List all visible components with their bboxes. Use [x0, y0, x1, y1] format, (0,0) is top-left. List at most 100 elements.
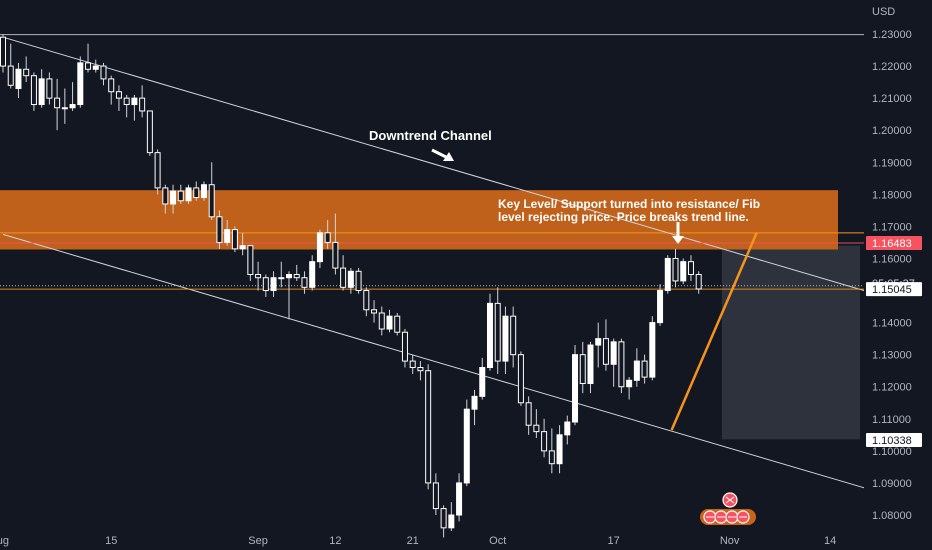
candle[interactable] [185, 184, 192, 204]
price-axis[interactable]: USD 1.08000 1.09000 1.10000 1.11000 1.12000 1… [864, 0, 932, 550]
candle[interactable] [146, 110, 153, 156]
candle[interactable] [479, 357, 486, 400]
candle[interactable] [30, 72, 37, 111]
candle[interactable] [239, 232, 246, 256]
candle[interactable] [69, 82, 76, 111]
candle[interactable] [486, 293, 493, 371]
candle[interactable] [216, 210, 223, 249]
candle[interactable] [139, 85, 146, 118]
candle[interactable] [262, 274, 269, 297]
candle[interactable] [556, 425, 563, 474]
candle[interactable] [247, 245, 254, 281]
candle[interactable] [92, 59, 99, 73]
candle[interactable] [162, 184, 169, 214]
candle[interactable] [572, 345, 579, 426]
candle[interactable] [618, 338, 625, 394]
candle[interactable] [417, 361, 424, 381]
candle[interactable] [502, 306, 509, 374]
candle[interactable] [115, 85, 122, 111]
candle[interactable] [255, 261, 262, 291]
candle[interactable] [687, 255, 694, 281]
candle[interactable] [340, 255, 347, 291]
candle[interactable] [293, 264, 300, 281]
candle[interactable] [301, 271, 308, 294]
candle[interactable] [602, 319, 609, 371]
candle[interactable] [224, 219, 231, 246]
candle[interactable] [448, 502, 455, 532]
candle[interactable] [386, 309, 393, 333]
candle[interactable] [548, 428, 555, 474]
candle[interactable] [355, 268, 362, 294]
candle-body-up [471, 395, 478, 410]
candle[interactable] [587, 341, 594, 394]
candle[interactable] [23, 56, 30, 83]
candle[interactable] [440, 505, 447, 538]
candle[interactable] [131, 94, 138, 121]
candle[interactable] [680, 258, 687, 285]
candle[interactable] [154, 149, 161, 195]
candle[interactable] [54, 78, 61, 131]
candle[interactable] [77, 56, 84, 108]
candle[interactable] [425, 364, 432, 490]
candle[interactable] [38, 69, 45, 108]
candle[interactable] [494, 287, 501, 374]
time-axis[interactable]: Aug 15 Sep 12 21 Oct 17 Nov 14 [0, 535, 836, 547]
candle[interactable] [200, 181, 207, 201]
candle[interactable] [657, 284, 664, 326]
candle[interactable] [123, 94, 130, 118]
candle[interactable] [533, 409, 540, 439]
candle[interactable] [309, 255, 316, 291]
candle[interactable] [371, 300, 378, 323]
candle[interactable] [525, 396, 532, 435]
candle[interactable] [394, 312, 401, 336]
candle[interactable] [46, 72, 53, 105]
candle[interactable] [108, 75, 115, 105]
candle[interactable] [270, 271, 277, 297]
candle[interactable] [649, 316, 656, 381]
candle[interactable] [664, 255, 671, 294]
candle[interactable] [231, 226, 238, 253]
candles-layer[interactable] [0, 34, 702, 538]
candle[interactable] [177, 184, 184, 204]
candle[interactable] [626, 377, 633, 400]
candle[interactable] [641, 354, 648, 384]
candle[interactable] [510, 306, 517, 368]
candle[interactable] [170, 184, 177, 214]
candle[interactable] [286, 271, 293, 320]
candle[interactable] [0, 34, 6, 73]
candle[interactable] [672, 248, 679, 288]
candle[interactable] [517, 351, 524, 406]
candle[interactable] [541, 418, 548, 458]
candle[interactable] [15, 62, 22, 99]
candle[interactable] [208, 162, 215, 220]
candle[interactable] [564, 415, 571, 445]
candle[interactable] [316, 229, 323, 269]
candle[interactable] [610, 338, 617, 387]
candle[interactable] [463, 399, 470, 487]
candle-body-down [340, 267, 347, 288]
candle[interactable] [61, 88, 68, 124]
candle[interactable] [347, 268, 354, 294]
candle[interactable] [193, 181, 200, 201]
candle[interactable] [324, 219, 331, 249]
candle[interactable] [363, 287, 370, 317]
candle[interactable] [85, 43, 92, 73]
candle[interactable] [471, 389, 478, 426]
candle[interactable] [278, 261, 285, 288]
candle[interactable] [409, 354, 416, 374]
candle[interactable] [456, 473, 463, 522]
channel-lower-line [2, 233, 881, 494]
candle[interactable] [633, 348, 640, 387]
candle[interactable] [378, 306, 385, 336]
candle[interactable] [7, 43, 14, 89]
candle[interactable] [595, 322, 602, 368]
candle[interactable] [695, 271, 702, 294]
candle[interactable] [432, 473, 439, 515]
candle[interactable] [100, 62, 107, 86]
candle[interactable] [332, 213, 339, 275]
candle[interactable] [401, 329, 408, 368]
event-icon-group[interactable] [700, 492, 756, 525]
event-icons[interactable] [700, 492, 756, 525]
candle[interactable] [579, 341, 586, 394]
